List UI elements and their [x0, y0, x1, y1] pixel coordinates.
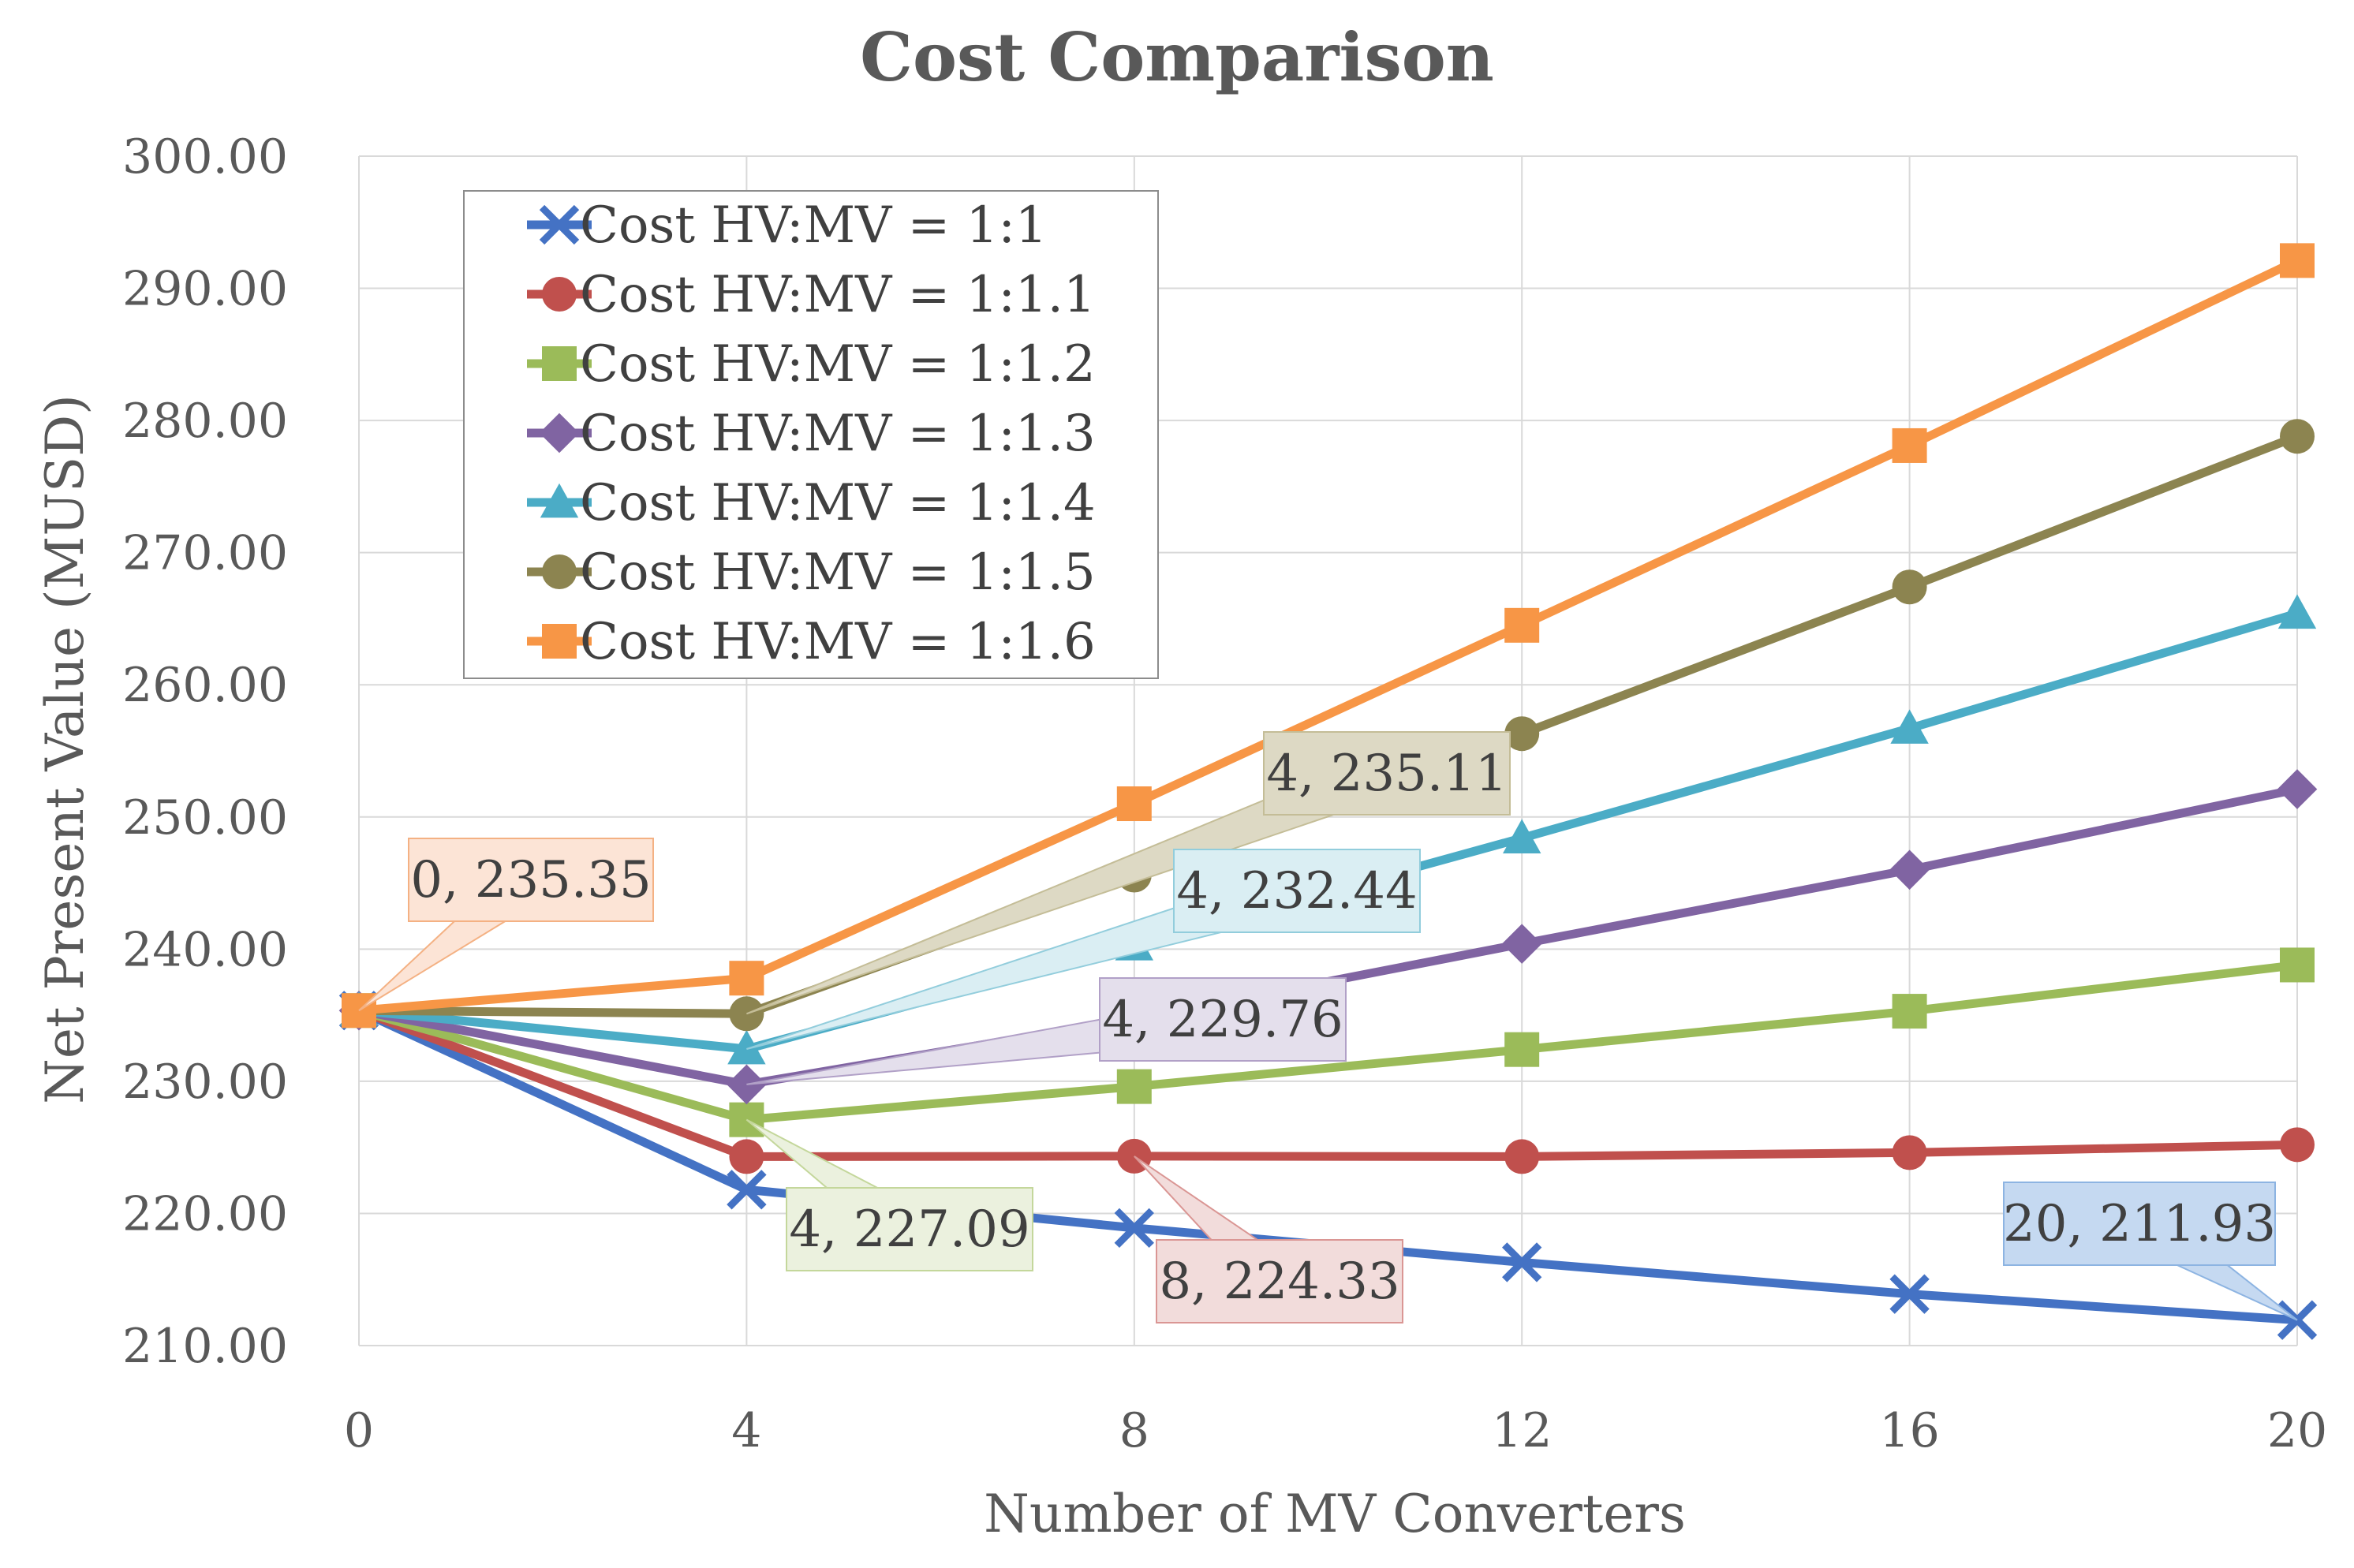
- x-axis-ticks: 0 4 8 12 16 20: [344, 1403, 2327, 1458]
- data-point-6-5: [2280, 243, 2315, 278]
- callout-label-3: 4, 229.76: [1102, 991, 1343, 1049]
- callout-label-2: 4, 232.44: [1176, 862, 1417, 920]
- series-line-2: [357, 960, 2298, 1125]
- callout-5: 8, 224.33: [1134, 1155, 1403, 1323]
- y-tick-label-0: 210.00: [122, 1319, 288, 1374]
- legend-label-0: Cost HV:MV = 1:1: [580, 196, 1048, 255]
- x-axis-title: Number of MV Converters: [984, 1484, 1686, 1544]
- data-point-6-2: [1116, 786, 1152, 822]
- data-point-0-2: [1114, 1208, 1154, 1249]
- callout-box-3: [1099, 977, 1347, 1062]
- y-tick-label-6: 270.00: [122, 526, 288, 581]
- callout-box-6: [2003, 1182, 2276, 1266]
- data-point-5-3: [1504, 716, 1540, 752]
- callout-box-2: [1173, 849, 1421, 933]
- y-tick-label-9: 300.00: [122, 129, 288, 185]
- legend-item-4: Cost HV:MV = 1:1.4: [527, 474, 1096, 532]
- callout-3: 4, 229.76: [746, 977, 1347, 1085]
- data-point-2-3: [1504, 1032, 1540, 1067]
- data-point-2-4: [1892, 994, 1927, 1029]
- data-point-4-5: [2277, 594, 2317, 629]
- legend-item-3: Cost HV:MV = 1:1.3: [527, 405, 1096, 463]
- x-tick-label-4: 16: [1879, 1403, 1939, 1458]
- data-point-0-1: [727, 1170, 767, 1210]
- callout-6: 20, 211.93: [2003, 1182, 2298, 1321]
- data-point-2-2: [1116, 1069, 1152, 1104]
- callout-box-1: [1263, 731, 1511, 816]
- data-point-6-4: [1892, 427, 1927, 463]
- y-tick-label-4: 250.00: [122, 790, 288, 846]
- legend-label-4: Cost HV:MV = 1:1.4: [580, 474, 1096, 532]
- data-point-6-3: [1504, 607, 1540, 643]
- data-point-2-5: [2280, 947, 2315, 983]
- data-point-4-3: [1503, 819, 1541, 853]
- chart-title: Cost Comparison: [860, 18, 1494, 96]
- data-point-3-5: [2277, 769, 2318, 809]
- data-point-1-5: [2280, 1127, 2315, 1163]
- legend-item-2: Cost HV:MV = 1:1.2: [527, 335, 1096, 394]
- legend: Cost HV:MV = 1:1 Cost HV:MV = 1:1.1 Cost H…: [463, 190, 1159, 679]
- legend-label-2: Cost HV:MV = 1:1.2: [580, 335, 1096, 394]
- callout-label-0: 0, 235.35: [410, 851, 651, 909]
- series-line-6: [358, 256, 2300, 1015]
- y-tick-label-1: 220.00: [122, 1186, 288, 1241]
- x-tick-label-3: 12: [1492, 1403, 1552, 1458]
- legend-label-6: Cost HV:MV = 1:1.6: [580, 613, 1096, 671]
- legend-swatch-marker-6: [542, 624, 577, 659]
- series-line-1: [357, 1006, 2298, 1161]
- callout-box-5: [1156, 1239, 1403, 1323]
- y-tick-label-2: 230.00: [122, 1055, 288, 1110]
- callout-2: 4, 232.44: [746, 849, 1421, 1050]
- x-tick-label-0: 0: [344, 1403, 374, 1458]
- x-tick-label-2: 8: [1119, 1403, 1149, 1458]
- data-point-0-4: [1889, 1274, 1930, 1314]
- data-point-3-3: [1501, 924, 1542, 964]
- data-point-4-1: [727, 1029, 766, 1065]
- y-tick-label-7: 280.00: [122, 394, 288, 449]
- callout-0: 0, 235.35: [358, 838, 654, 1012]
- data-point-3-4: [1889, 849, 1930, 890]
- data-point-5-5: [2280, 419, 2315, 454]
- legend-item-1: Cost HV:MV = 1:1.1: [527, 266, 1096, 324]
- legend-swatch-marker-1: [542, 277, 577, 312]
- legend-swatch-marker-0: [539, 204, 580, 245]
- callout-1: 4, 235.11: [746, 731, 1511, 1015]
- y-tick-label-8: 290.00: [122, 262, 288, 317]
- legend-swatch-marker-3: [539, 413, 580, 454]
- callout-label-5: 8, 224.33: [1159, 1253, 1399, 1311]
- series-6: [342, 243, 2315, 1029]
- y-axis-ticks: 210.00 220.00 230.00 240.00 250.00 260.00 270.…: [122, 129, 288, 1374]
- data-point-4-4: [1890, 709, 1929, 744]
- y-tick-label-3: 240.00: [122, 922, 288, 977]
- data-point-5-4: [1892, 569, 1927, 605]
- y-axis-title: Net Present Value (MUSD): [35, 394, 95, 1104]
- legend-item-0: Cost HV:MV = 1:1: [527, 196, 1048, 255]
- data-point-0-3: [1502, 1242, 1542, 1282]
- data-point-1-3: [1504, 1139, 1540, 1174]
- callout-box-0: [408, 838, 654, 922]
- x-tick-label-5: 20: [2267, 1403, 2327, 1458]
- data-point-6-1: [729, 961, 764, 996]
- data-callouts: 0, 235.35 4, 235.11 4, 232.44 4, 229.76 4, 2…: [358, 731, 2298, 1323]
- legend-item-6: Cost HV:MV = 1:1.6: [527, 613, 1096, 671]
- legend-label-3: Cost HV:MV = 1:1.3: [580, 405, 1096, 463]
- legend-swatch-marker-5: [542, 554, 577, 589]
- legend-swatch-marker-2: [542, 346, 577, 381]
- callout-label-1: 4, 235.11: [1266, 745, 1507, 803]
- y-tick-label-5: 260.00: [122, 658, 288, 713]
- legend-label-5: Cost HV:MV = 1:1.5: [580, 543, 1096, 602]
- data-point-1-1: [729, 1139, 764, 1174]
- legend-item-5: Cost HV:MV = 1:1.5: [527, 543, 1096, 602]
- x-tick-label-1: 4: [731, 1403, 761, 1458]
- callout-box-4: [786, 1187, 1033, 1271]
- callout-label-6: 20, 211.93: [2003, 1195, 2276, 1253]
- legend-swatch-marker-4: [540, 483, 579, 518]
- callout-4: 4, 227.09: [745, 1118, 1033, 1271]
- legend-label-1: Cost HV:MV = 1:1.1: [580, 266, 1096, 324]
- callout-label-4: 4, 227.09: [789, 1200, 1029, 1259]
- data-point-1-4: [1892, 1135, 1927, 1170]
